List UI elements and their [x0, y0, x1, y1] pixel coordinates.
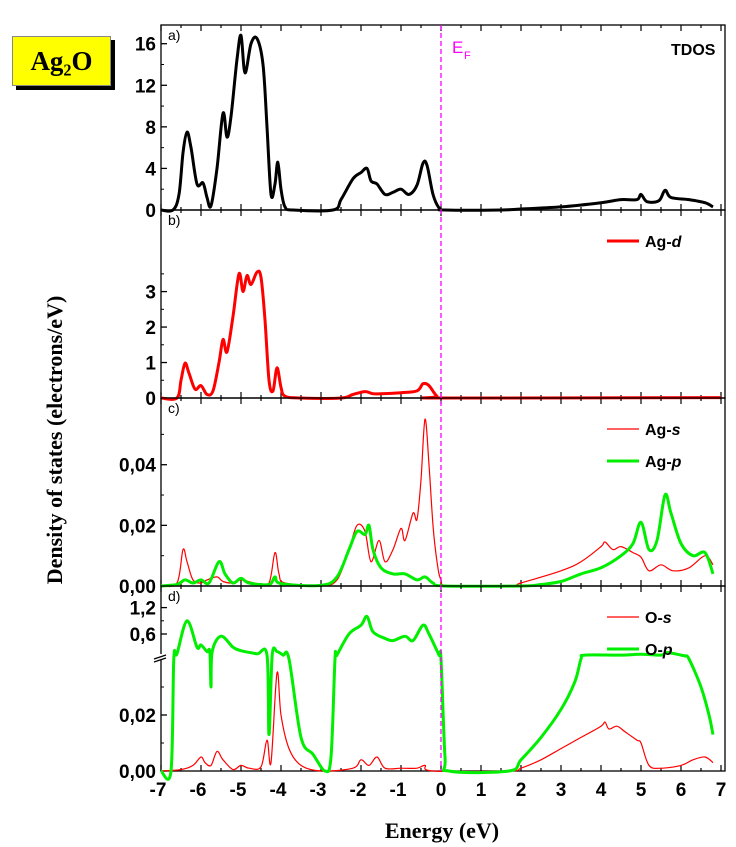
- series-line-o-s: [160, 671, 714, 773]
- x-tick-label: -7: [150, 780, 167, 801]
- y-tick-label: 1: [145, 354, 156, 375]
- x-tick-label: 3: [556, 780, 567, 801]
- y-tick-label: 16: [135, 35, 156, 56]
- panel-label: a): [168, 27, 180, 43]
- x-tick-label: 0: [436, 780, 447, 801]
- y-tick-label: 0,00: [119, 762, 156, 783]
- axis-break-mark: [153, 654, 167, 663]
- legend-label: Ag-s: [645, 422, 681, 439]
- series-line-ag-d: [160, 269, 722, 401]
- x-tick-label: 7: [716, 780, 727, 801]
- panel-c: 0,00 0,02 0,04 c) Ag-s Ag-p: [119, 397, 726, 598]
- x-tick-label: 2: [516, 780, 527, 801]
- panel-label: c): [168, 400, 180, 416]
- panel-d: 0,00 0,02 0,6 1,2 d) O-s O-p: [119, 585, 726, 783]
- fermi-level-label: E: [452, 38, 463, 57]
- y-tick-label: 0: [145, 389, 156, 410]
- y-tick-label: 0: [145, 201, 156, 222]
- x-tick-label: -3: [310, 780, 327, 801]
- y-tick-label: 0,6: [130, 625, 156, 646]
- x-tick-label: -5: [230, 780, 247, 801]
- fermi-level-subscript: F: [464, 50, 471, 62]
- y-tick-label: 0,00: [119, 577, 156, 598]
- legend-label: TDOS: [671, 42, 716, 59]
- y-tick-label: 3: [145, 283, 156, 304]
- legend-label: O-s: [645, 610, 672, 627]
- series-line-ag-p: [160, 492, 715, 588]
- series-line-tdos: [160, 33, 714, 213]
- x-tick-label: -2: [350, 780, 367, 801]
- y-tick-label: 1,2: [130, 599, 156, 620]
- x-tick-label: 5: [636, 780, 647, 801]
- panel-label: b): [168, 212, 180, 228]
- panel-frame: [160, 397, 726, 587]
- series-line-o-p: [159, 614, 715, 781]
- x-tick-label: 4: [596, 780, 607, 801]
- panel-a: 0 4 8 12 16 a) TDOS: [135, 24, 726, 222]
- y-tick-label: 0,02: [119, 516, 156, 537]
- legend-label: Ag-p: [645, 454, 682, 471]
- y-tick-label: 8: [145, 118, 156, 139]
- panel-frame: [160, 209, 726, 399]
- panel-b: 0 1 2 3 b) Ag-d: [145, 209, 726, 410]
- compound-label: Ag₂O: [12, 36, 111, 86]
- x-tick-label: 6: [676, 780, 687, 801]
- y-tick-label: 0,02: [119, 706, 156, 727]
- y-tick-label: 4: [145, 159, 156, 180]
- legend-label: Ag-d: [645, 234, 683, 251]
- panel-label: d): [168, 588, 180, 604]
- x-axis-title: Energy (eV): [385, 818, 499, 843]
- series-line-ag-s: [160, 418, 714, 588]
- y-tick-label: 0,04: [119, 456, 156, 477]
- y-tick-label: 2: [145, 318, 156, 339]
- panel-frame: [160, 24, 726, 211]
- x-tick-label: -1: [390, 780, 407, 801]
- x-tick-label: 1: [476, 780, 487, 801]
- y-tick-label: 12: [135, 76, 156, 97]
- y-axis-title: Density of states (electrons/eV): [42, 296, 67, 585]
- x-tick-label: -4: [270, 780, 287, 801]
- x-tick-label: -6: [190, 780, 207, 801]
- legend-label: O-p: [645, 642, 673, 659]
